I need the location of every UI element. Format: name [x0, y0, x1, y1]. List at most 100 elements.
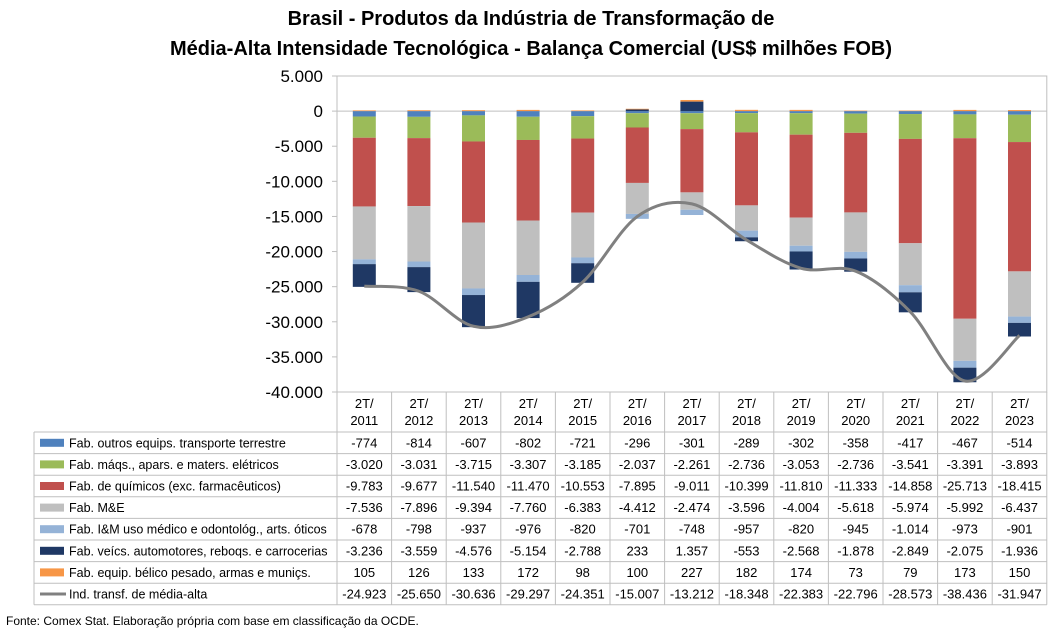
- data-value: -9.677: [400, 479, 437, 494]
- series-name: Fab. M&E: [69, 501, 125, 515]
- data-value: -774: [351, 435, 377, 450]
- bar-segment: [735, 111, 758, 114]
- data-value: -5.974: [892, 500, 929, 515]
- bar-segment: [680, 101, 704, 112]
- data-value: -820: [570, 522, 596, 537]
- bar-segment: [352, 110, 376, 112]
- bar-segment: [462, 115, 485, 142]
- bar-segment: [516, 109, 540, 112]
- bar-segment: [898, 138, 922, 244]
- legend-key: [40, 568, 64, 577]
- category-label: 2022: [950, 413, 979, 428]
- data-value: -2.788: [564, 543, 601, 558]
- bar-segment: [516, 116, 540, 140]
- data-value: -4.576: [455, 543, 492, 558]
- bar-segment: [407, 261, 431, 268]
- bar-segment: [516, 275, 540, 282]
- bar-segment: [844, 132, 868, 213]
- bar-segment: [789, 109, 813, 112]
- data-value: -701: [624, 522, 650, 537]
- bar-segment: [844, 212, 868, 252]
- bar-segment: [735, 113, 758, 133]
- bar-segment: [352, 111, 376, 117]
- category-label: 2T/: [355, 396, 374, 411]
- y-tick-label: -5.000: [275, 137, 323, 156]
- data-value: -31.947: [997, 587, 1041, 602]
- data-value: -5.992: [946, 500, 983, 515]
- total-line: [364, 200, 1021, 383]
- data-value: -976: [515, 522, 541, 537]
- category-label: 2021: [896, 413, 925, 428]
- data-value: -9.011: [674, 479, 710, 494]
- data-value: -5.154: [510, 543, 547, 558]
- data-value: 73: [848, 565, 862, 580]
- bar-segment: [571, 116, 595, 139]
- category-label: 2014: [514, 413, 543, 428]
- data-value: -607: [460, 435, 486, 450]
- bar-segment: [462, 222, 485, 289]
- category-label: 2013: [459, 413, 488, 428]
- bar-segment: [1008, 111, 1031, 115]
- category-label: 2018: [732, 413, 761, 428]
- y-tick-label: -25.000: [265, 278, 323, 297]
- data-value: -302: [788, 435, 814, 450]
- data-value: -22.383: [779, 587, 823, 602]
- data-value: -14.858: [888, 479, 932, 494]
- category-label: 2T/: [737, 396, 756, 411]
- data-value: -9.783: [346, 479, 383, 494]
- data-value: -798: [406, 522, 432, 537]
- data-value: -3.559: [400, 543, 437, 558]
- data-value: 172: [517, 565, 539, 580]
- y-tick-label: -10.000: [265, 172, 323, 191]
- data-value: -13.212: [670, 587, 714, 602]
- plot-area: [336, 75, 1048, 393]
- bar-segment: [407, 111, 431, 117]
- data-value: -38.436: [943, 587, 987, 602]
- data-value: -514: [1006, 435, 1032, 450]
- data-value: -2.037: [619, 457, 656, 472]
- category-label: 2T/: [410, 396, 429, 411]
- data-value: -6.437: [1001, 500, 1038, 515]
- data-value: -3.541: [892, 457, 929, 472]
- bar-segment: [680, 113, 704, 130]
- bar-segment: [516, 281, 540, 319]
- bar-segment: [1008, 110, 1031, 112]
- data-value: -814: [406, 435, 432, 450]
- data-value: -1.936: [1001, 543, 1038, 558]
- category-label: 2011: [350, 413, 378, 428]
- data-value: 98: [575, 565, 589, 580]
- data-value: -467: [952, 435, 978, 450]
- bar-segment: [898, 111, 922, 115]
- data-value: -9.394: [455, 500, 492, 515]
- legend-key: [40, 438, 64, 447]
- data-value: -10.553: [561, 479, 605, 494]
- bar-segment: [789, 217, 813, 246]
- data-value: -15.007: [615, 587, 659, 602]
- bar-segment: [1008, 322, 1031, 337]
- y-tick-label: -30.000: [265, 313, 323, 332]
- bar-segment: [953, 111, 977, 115]
- category-label: 2016: [623, 413, 652, 428]
- bar-segment: [516, 139, 540, 221]
- bar-segment: [352, 116, 376, 138]
- data-value: -553: [733, 543, 759, 558]
- data-value: -2.736: [728, 457, 765, 472]
- category-label: 2T/: [792, 396, 811, 411]
- bar-segment: [352, 206, 376, 260]
- bar-segment: [735, 230, 758, 238]
- data-value: -3.020: [346, 457, 383, 472]
- category-label: 2T/: [573, 396, 592, 411]
- category-label: 2023: [1005, 413, 1034, 428]
- bar-segment: [953, 109, 977, 112]
- bar-segment: [789, 113, 813, 135]
- data-value: -24.351: [561, 587, 605, 602]
- data-value: -29.297: [506, 587, 550, 602]
- legend-key: [40, 525, 64, 534]
- data-value: -3.185: [564, 457, 601, 472]
- bar-segment: [352, 264, 376, 287]
- legend-key: [40, 482, 64, 490]
- data-value: -3.596: [728, 500, 765, 515]
- bar-segment: [953, 360, 977, 368]
- data-value: 100: [626, 565, 648, 580]
